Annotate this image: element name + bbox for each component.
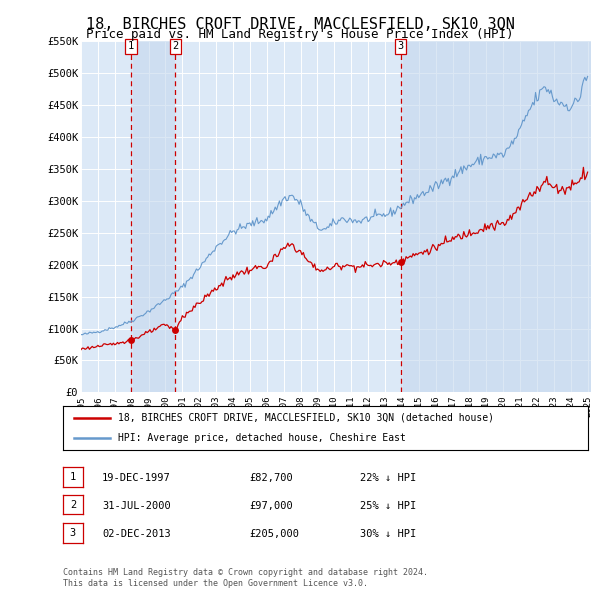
Text: £97,000: £97,000 [249,501,293,510]
Text: 02-DEC-2013: 02-DEC-2013 [102,529,171,539]
Text: 25% ↓ HPI: 25% ↓ HPI [360,501,416,510]
Text: 31-JUL-2000: 31-JUL-2000 [102,501,171,510]
Text: 30% ↓ HPI: 30% ↓ HPI [360,529,416,539]
Text: 18, BIRCHES CROFT DRIVE, MACCLESFIELD, SK10 3QN (detached house): 18, BIRCHES CROFT DRIVE, MACCLESFIELD, S… [118,413,494,423]
Bar [131,41,175,392]
Bar [401,41,591,392]
Text: 18, BIRCHES CROFT DRIVE, MACCLESFIELD, SK10 3QN: 18, BIRCHES CROFT DRIVE, MACCLESFIELD, S… [86,17,514,31]
Text: Contains HM Land Registry data © Crown copyright and database right 2024.
This d: Contains HM Land Registry data © Crown c… [63,568,428,588]
Text: 3: 3 [397,41,404,51]
Text: £82,700: £82,700 [249,473,293,483]
Text: Price paid vs. HM Land Registry's House Price Index (HPI): Price paid vs. HM Land Registry's House … [86,28,514,41]
Text: 19-DEC-1997: 19-DEC-1997 [102,473,171,483]
Text: £205,000: £205,000 [249,529,299,539]
Text: 2: 2 [172,41,178,51]
Text: 3: 3 [70,528,76,538]
Text: 2: 2 [70,500,76,510]
Text: 22% ↓ HPI: 22% ↓ HPI [360,473,416,483]
Text: 1: 1 [128,41,134,51]
Text: HPI: Average price, detached house, Cheshire East: HPI: Average price, detached house, Ches… [118,433,406,443]
Text: 1: 1 [70,472,76,482]
